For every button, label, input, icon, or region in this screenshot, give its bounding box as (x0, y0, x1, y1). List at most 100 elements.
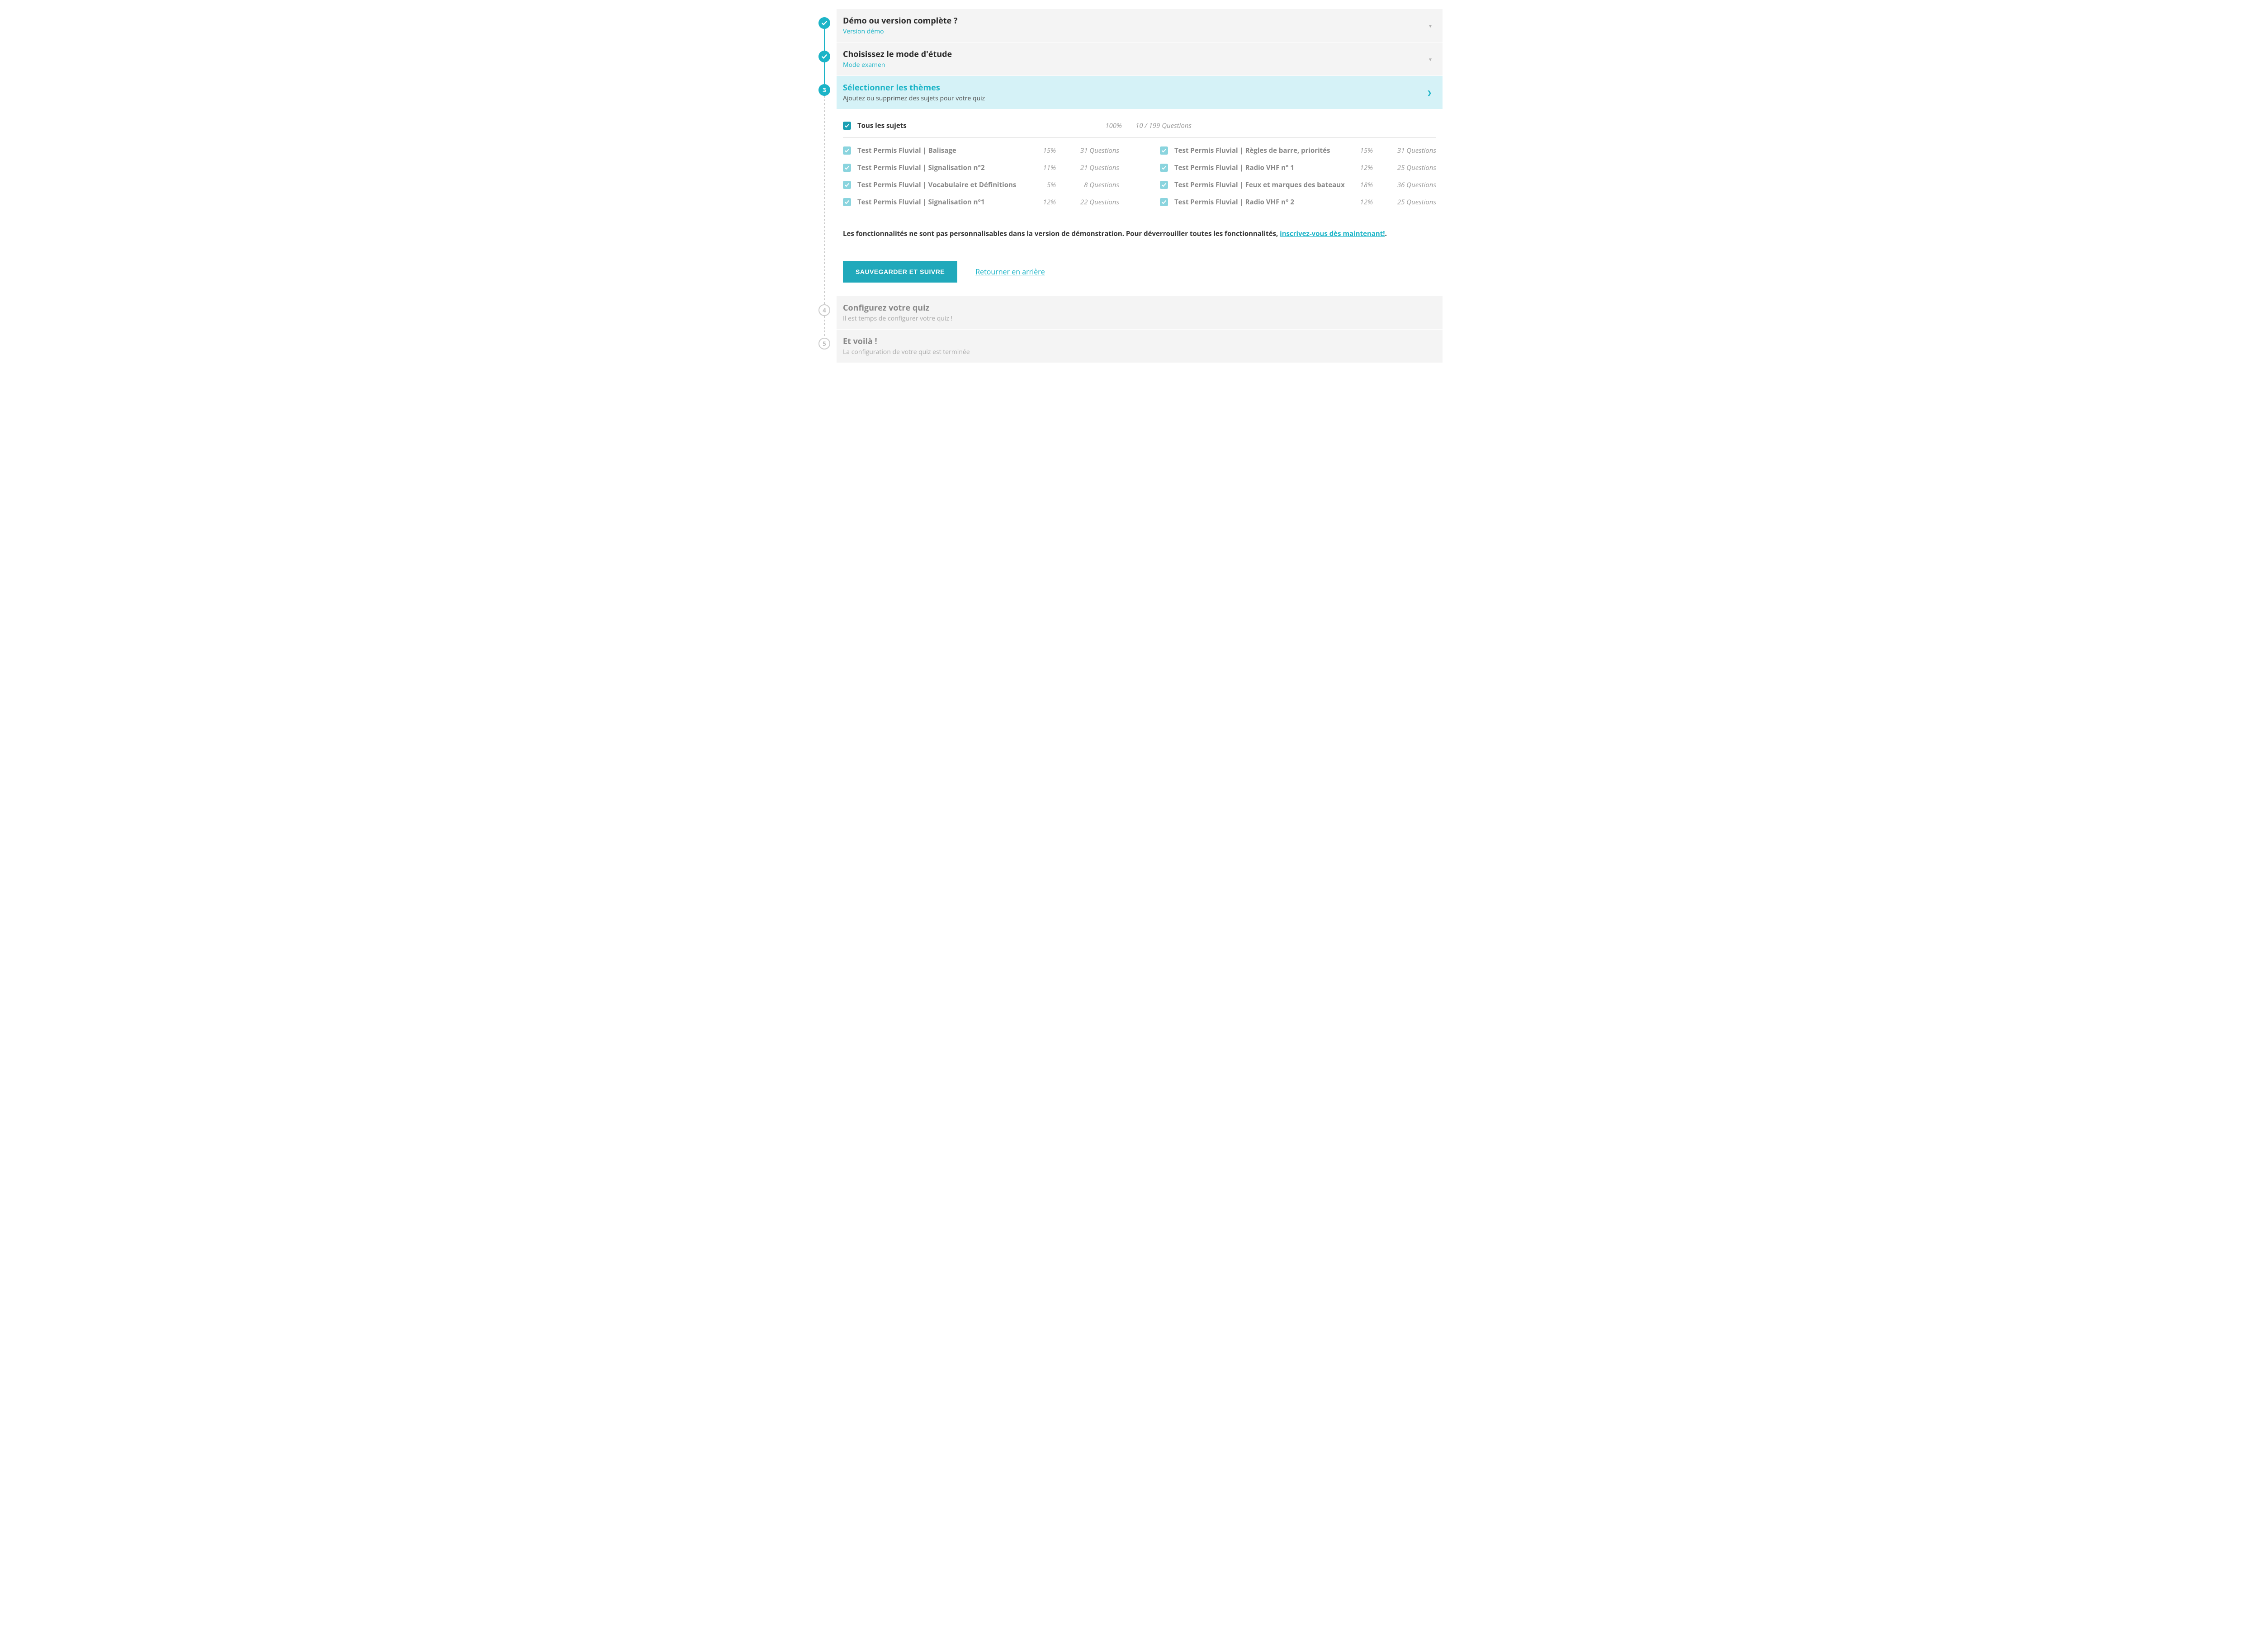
demo-note-text: Les fonctionnalités ne sont pas personna… (843, 229, 1280, 238)
theme-row: Test Permis Fluvial | Balisage 15% 31 Qu… (843, 146, 1119, 155)
theme-pct: 12% (1350, 198, 1373, 207)
step-3-marker: 3 (818, 84, 830, 96)
theme-row: Test Permis Fluvial | Radio VHF n° 1 12%… (1160, 163, 1436, 172)
theme-checkbox[interactable] (843, 181, 851, 189)
theme-count: 8 Questions (1069, 180, 1119, 189)
theme-pct: 11% (1033, 163, 1056, 172)
theme-checkbox[interactable] (1160, 164, 1168, 172)
theme-checkbox[interactable] (1160, 146, 1168, 155)
demo-note-suffix: . (1385, 229, 1387, 238)
step-5-header[interactable]: Et voilà ! La configuration de votre qui… (837, 330, 1443, 363)
step-5-title: Et voilà ! (843, 336, 1424, 347)
step-2: Choisissez le mode d'étude Mode examen ▾ (818, 42, 1443, 76)
step-2-sub: Mode examen (843, 61, 1424, 69)
signup-link[interactable]: inscrivez-vous dès maintenant! (1280, 229, 1385, 238)
theme-label: Test Permis Fluvial | Feux et marques de… (1174, 180, 1350, 189)
demo-note: Les fonctionnalités ne sont pas personna… (843, 229, 1436, 238)
step-4-sub: Il est temps de configurer votre quiz ! (843, 314, 1424, 323)
all-subjects-pct: 100% (1095, 121, 1122, 130)
theme-checkbox[interactable] (1160, 198, 1168, 206)
theme-row: Test Permis Fluvial | Radio VHF n° 2 12%… (1160, 198, 1436, 207)
step-3: 3 Sélectionner les thèmes Ajoutez ou sup… (818, 76, 1443, 296)
theme-checkbox[interactable] (843, 198, 851, 206)
theme-row: Test Permis Fluvial | Feux et marques de… (1160, 180, 1436, 189)
check-icon (1161, 148, 1167, 153)
themes-grid: Test Permis Fluvial | Balisage 15% 31 Qu… (843, 146, 1436, 207)
check-icon (821, 53, 828, 60)
step-1-header[interactable]: Démo ou version complète ? Version démo … (837, 9, 1443, 42)
step-1-title: Démo ou version complète ? (843, 15, 1424, 26)
step-5-marker: 5 (818, 338, 830, 349)
step-1: Démo ou version complète ? Version démo … (818, 9, 1443, 42)
theme-checkbox[interactable] (843, 164, 851, 172)
theme-count: 31 Questions (1069, 146, 1119, 155)
step-5-sub: La configuration de votre quiz est termi… (843, 348, 1424, 356)
step-4-marker: 4 (818, 304, 830, 316)
check-icon (844, 148, 850, 153)
theme-pct: 5% (1033, 180, 1056, 189)
save-and-continue-button[interactable]: SAUVEGARDER ET SUIVRE (843, 261, 957, 283)
theme-label: Test Permis Fluvial | Radio VHF n° 1 (1174, 163, 1350, 172)
theme-row: Test Permis Fluvial | Vocabulaire et Déf… (843, 180, 1119, 189)
check-icon (1161, 199, 1167, 205)
step-5: 5 Et voilà ! La configuration de votre q… (818, 330, 1443, 363)
theme-count: 22 Questions (1069, 198, 1119, 207)
check-icon (844, 182, 850, 188)
step-2-header[interactable]: Choisissez le mode d'étude Mode examen ▾ (837, 42, 1443, 76)
wizard: Démo ou version complète ? Version démo … (814, 0, 1447, 372)
check-icon (844, 165, 850, 170)
themes-body: Tous les sujets 100% 10 / 199 Questions … (837, 109, 1443, 296)
check-icon (844, 199, 850, 205)
step-1-marker (818, 17, 830, 29)
step-2-title: Choisissez le mode d'étude (843, 49, 1424, 60)
all-subjects-checkbox[interactable] (843, 122, 851, 130)
actions: SAUVEGARDER ET SUIVRE Retourner en arriè… (843, 261, 1436, 283)
step-connector (824, 316, 825, 338)
all-subjects-count: 10 / 199 Questions (1135, 121, 1192, 130)
theme-row: Test Permis Fluvial | Signalisation n°2 … (843, 163, 1119, 172)
step-4: 4 Configurez votre quiz Il est temps de … (818, 296, 1443, 330)
step-1-sub: Version démo (843, 27, 1424, 36)
themes-col-left: Test Permis Fluvial | Balisage 15% 31 Qu… (843, 146, 1119, 207)
check-icon (1161, 182, 1167, 188)
theme-count: 21 Questions (1069, 163, 1119, 172)
back-link[interactable]: Retourner en arrière (975, 267, 1045, 277)
theme-count: 31 Questions (1386, 146, 1436, 155)
check-icon (1161, 165, 1167, 170)
step-3-header[interactable]: Sélectionner les thèmes Ajoutez ou suppr… (837, 76, 1443, 109)
theme-pct: 18% (1350, 180, 1373, 189)
all-subjects-label: Tous les sujets (857, 121, 907, 130)
check-icon (844, 123, 850, 128)
step-connector (824, 29, 825, 51)
step-2-marker (818, 51, 830, 62)
theme-count: 25 Questions (1386, 163, 1436, 172)
step-4-header[interactable]: Configurez votre quiz Il est temps de co… (837, 296, 1443, 330)
all-subjects-row: Tous les sujets 100% 10 / 199 Questions (843, 118, 1436, 138)
theme-label: Test Permis Fluvial | Radio VHF n° 2 (1174, 198, 1350, 207)
theme-checkbox[interactable] (1160, 181, 1168, 189)
theme-row: Test Permis Fluvial | Règles de barre, p… (1160, 146, 1436, 155)
chevron-right-icon: ❯ (1427, 89, 1432, 96)
theme-row: Test Permis Fluvial | Signalisation n°1 … (843, 198, 1119, 207)
theme-label: Test Permis Fluvial | Règles de barre, p… (1174, 146, 1350, 155)
theme-checkbox[interactable] (843, 146, 851, 155)
theme-count: 36 Questions (1386, 180, 1436, 189)
step-connector (824, 62, 825, 84)
theme-count: 25 Questions (1386, 198, 1436, 207)
step-4-title: Configurez votre quiz (843, 302, 1424, 313)
theme-label: Test Permis Fluvial | Balisage (857, 146, 1033, 155)
theme-label: Test Permis Fluvial | Vocabulaire et Déf… (857, 180, 1033, 189)
step-3-title: Sélectionner les thèmes (843, 82, 1424, 93)
theme-pct: 12% (1350, 163, 1373, 172)
theme-pct: 12% (1033, 198, 1056, 207)
step-3-sub: Ajoutez ou supprimez des sujets pour vot… (843, 94, 1424, 103)
check-icon (821, 20, 828, 26)
theme-pct: 15% (1033, 146, 1056, 155)
step-connector (824, 96, 825, 304)
theme-label: Test Permis Fluvial | Signalisation n°2 (857, 163, 1033, 172)
chevron-down-icon: ▾ (1429, 22, 1432, 29)
theme-label: Test Permis Fluvial | Signalisation n°1 (857, 198, 1033, 207)
theme-pct: 15% (1350, 146, 1373, 155)
chevron-down-icon: ▾ (1429, 55, 1432, 63)
themes-col-right: Test Permis Fluvial | Règles de barre, p… (1160, 146, 1436, 207)
